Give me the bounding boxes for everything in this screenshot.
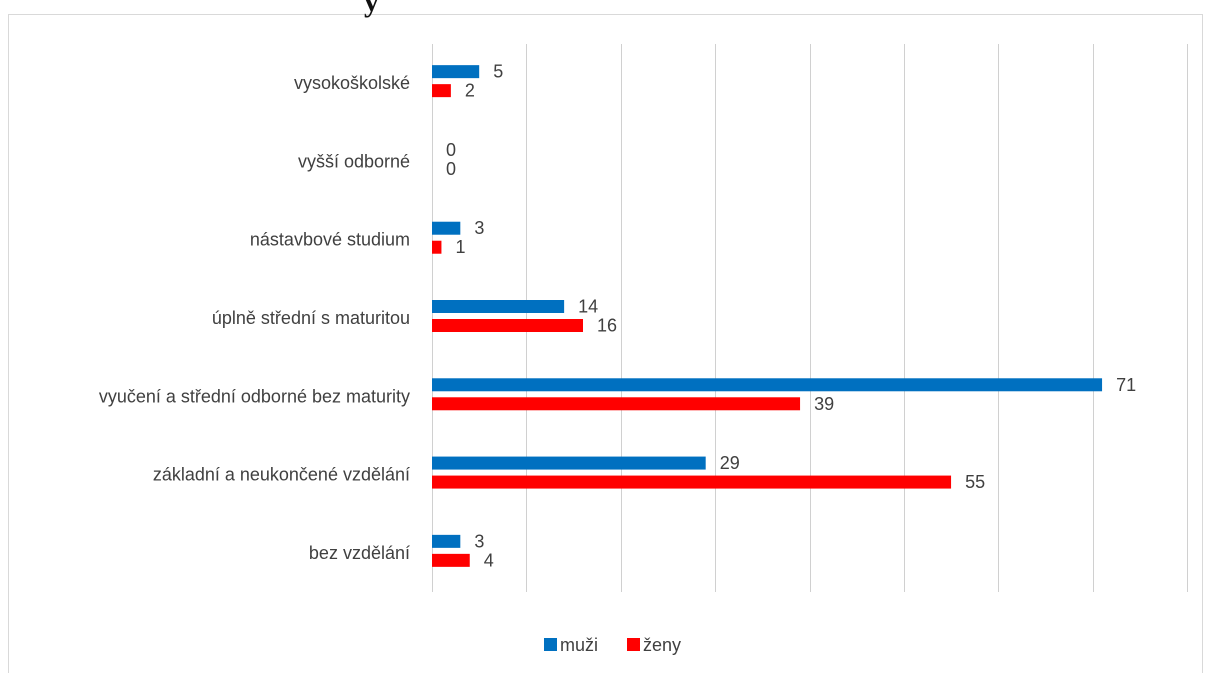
category-label: vysokoškolské — [294, 73, 410, 93]
category-label: úplně střední s maturitou — [212, 308, 410, 328]
bar-zeny — [432, 397, 801, 411]
chart-title-fragment: y — [364, 0, 454, 25]
bar-zeny — [432, 319, 583, 332]
value-label: 0 — [446, 159, 456, 179]
category-label: nástavbové studium — [250, 230, 410, 250]
legend-swatch-muzi — [544, 638, 557, 651]
value-label: 39 — [814, 394, 834, 414]
category-label: vyšší odborné — [298, 151, 410, 171]
value-label: 3 — [474, 218, 484, 238]
bar-zeny — [432, 553, 470, 567]
bar-zeny — [432, 240, 442, 254]
value-label: 55 — [965, 472, 985, 492]
bar-muzi — [432, 221, 461, 235]
value-label: 14 — [578, 297, 598, 317]
value-label: 4 — [484, 550, 494, 570]
legend-label-muzi: muži — [560, 635, 598, 655]
bar-muzi — [432, 378, 1103, 392]
labels: vysokoškolské 52 vyšší odborné 00 nástavbové… — [99, 62, 1136, 571]
value-label: 71 — [1116, 375, 1136, 395]
bar-muzi — [432, 534, 461, 548]
bar-muzi — [432, 300, 565, 313]
gridlines — [432, 44, 1188, 592]
category-label: vyučení a střední odborné bez maturity — [99, 386, 410, 406]
category-label: bez vzdělání — [309, 543, 410, 563]
legend-swatch-zeny — [627, 638, 640, 651]
value-label: 29 — [720, 453, 740, 473]
value-label: 3 — [474, 531, 484, 551]
legend: muži ženy — [544, 635, 681, 655]
value-label: 5 — [493, 62, 503, 82]
bars — [432, 65, 1103, 567]
bar-muzi — [432, 456, 706, 470]
category-label: základní a neukončené vzdělání — [153, 465, 410, 485]
bar-zeny — [432, 475, 952, 489]
value-label: 16 — [597, 316, 617, 336]
bar-muzi — [432, 65, 480, 79]
value-label: 2 — [465, 81, 475, 101]
legend-label-zeny: ženy — [643, 635, 681, 655]
value-label: 1 — [455, 237, 465, 257]
value-label: 0 — [446, 140, 456, 160]
chart-frame: y — [8, 0, 1203, 673]
chart-title-text: y — [364, 0, 379, 18]
bar-zeny — [432, 84, 451, 98]
